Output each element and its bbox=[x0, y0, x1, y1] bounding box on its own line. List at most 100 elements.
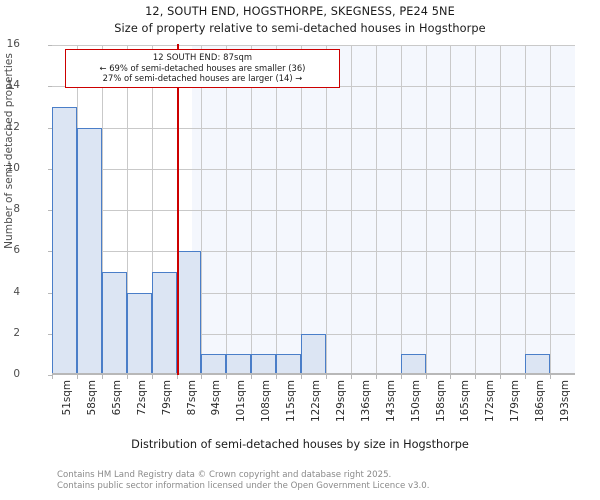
gridline-vertical bbox=[201, 45, 203, 375]
histogram-bar bbox=[251, 354, 277, 375]
x-tick-label: 122sqm bbox=[310, 380, 323, 422]
plot-area bbox=[48, 44, 575, 376]
histogram-bar bbox=[201, 354, 227, 375]
y-tick-mark bbox=[48, 168, 52, 170]
x-tick-mark bbox=[475, 375, 477, 379]
y-tick-mark bbox=[48, 333, 52, 335]
x-tick-mark bbox=[550, 375, 552, 379]
y-tick-label: 0 bbox=[13, 368, 20, 380]
gridline-vertical bbox=[375, 45, 377, 375]
gridline-vertical bbox=[325, 45, 327, 375]
y-tick-mark bbox=[48, 292, 52, 294]
x-tick-mark bbox=[101, 375, 103, 379]
y-tick-mark bbox=[48, 86, 52, 88]
x-tick-mark bbox=[350, 375, 352, 379]
x-tick-label: 143sqm bbox=[384, 380, 397, 422]
gridline-vertical bbox=[276, 45, 278, 375]
footer-line-1: Contains HM Land Registry data © Crown c… bbox=[57, 470, 392, 480]
gridline-vertical bbox=[525, 45, 527, 375]
x-tick-label: 129sqm bbox=[334, 380, 347, 422]
x-tick-label: 186sqm bbox=[534, 380, 547, 422]
x-tick-label: 65sqm bbox=[110, 380, 123, 416]
attribution-footer: Contains HM Land Registry data © Crown c… bbox=[57, 470, 597, 492]
x-tick-mark bbox=[76, 375, 78, 379]
x-tick-mark bbox=[251, 375, 253, 379]
gridline-horizontal bbox=[52, 210, 575, 211]
gridline-vertical bbox=[126, 45, 128, 375]
y-tick-mark bbox=[48, 45, 52, 46]
histogram-bar bbox=[52, 106, 77, 375]
x-tick-mark bbox=[201, 375, 203, 379]
chart-title-block: 12, SOUTH END, HOGSTHORPE, SKEGNESS, PE2… bbox=[0, 4, 600, 37]
x-tick-mark bbox=[226, 375, 228, 379]
x-tick-mark bbox=[425, 375, 427, 379]
y-tick-label: 10 bbox=[6, 161, 20, 174]
bars-layer bbox=[52, 45, 575, 375]
x-tick-label: 172sqm bbox=[484, 380, 497, 422]
gridline-vertical bbox=[350, 45, 352, 375]
gridline-vertical bbox=[450, 45, 452, 375]
x-tick-label: 150sqm bbox=[409, 380, 422, 422]
x-tick-label: 51sqm bbox=[61, 380, 73, 416]
x-tick-mark bbox=[301, 375, 303, 379]
x-tick-label: 58sqm bbox=[85, 380, 98, 416]
y-tick-label: 2 bbox=[13, 326, 20, 339]
x-axis-line bbox=[52, 373, 575, 375]
histogram-bar bbox=[226, 354, 252, 375]
x-tick-mark bbox=[500, 375, 502, 379]
y-tick-label: 12 bbox=[6, 120, 20, 133]
gridline-horizontal bbox=[52, 251, 575, 253]
footer-line-2: Contains public sector information licen… bbox=[57, 481, 430, 491]
x-axis-title: Distribution of semi-detached houses by … bbox=[131, 438, 469, 451]
annotation-line-3: 27% of semi-detached houses are larger (… bbox=[102, 73, 303, 84]
histogram-bar bbox=[525, 354, 551, 375]
y-tick-mark bbox=[48, 375, 52, 376]
x-tick-mark bbox=[375, 375, 377, 379]
x-tick-mark bbox=[525, 375, 527, 379]
x-tick-label: 101sqm bbox=[235, 380, 248, 422]
y-tick-mark bbox=[48, 127, 52, 129]
gridline-vertical bbox=[151, 45, 153, 375]
gridline-vertical bbox=[301, 45, 303, 375]
histogram-bar bbox=[400, 354, 426, 375]
y-tick-label: 8 bbox=[13, 203, 20, 215]
x-tick-mark bbox=[400, 375, 402, 379]
x-tick-mark bbox=[52, 375, 53, 379]
x-tick-label: 115sqm bbox=[285, 380, 298, 422]
x-tick-label: 108sqm bbox=[260, 380, 273, 422]
x-tick-label: 165sqm bbox=[459, 380, 472, 422]
property-annotation-box: 12 SOUTH END: 87sqm ← 69% of semi-detach… bbox=[65, 49, 340, 88]
x-tick-label: 158sqm bbox=[434, 380, 447, 422]
y-axis-title: Number of semi-detached properties bbox=[3, 53, 15, 249]
y-tick-mark bbox=[48, 210, 52, 211]
x-tick-label: 79sqm bbox=[160, 380, 173, 416]
x-tick-mark bbox=[450, 375, 452, 379]
x-tick-label: 179sqm bbox=[509, 380, 522, 422]
x-tick-mark bbox=[151, 375, 153, 379]
histogram-bar bbox=[276, 354, 302, 375]
gridline-vertical bbox=[226, 45, 228, 375]
page-title: 12, SOUTH END, HOGSTHORPE, SKEGNESS, PE2… bbox=[145, 5, 455, 18]
gridline-vertical bbox=[251, 45, 253, 375]
histogram-bar bbox=[101, 271, 127, 375]
gridline-horizontal bbox=[52, 127, 575, 129]
annotation-line-1: 12 SOUTH END: 87sqm bbox=[152, 52, 253, 62]
x-tick-mark bbox=[325, 375, 327, 379]
y-tick-label: 4 bbox=[13, 285, 20, 298]
x-tick-label: 72sqm bbox=[135, 380, 148, 416]
histogram-bar bbox=[176, 251, 202, 375]
x-tick-label: 193sqm bbox=[559, 380, 572, 422]
gridline-vertical bbox=[500, 45, 502, 375]
y-tick-label: 6 bbox=[13, 244, 20, 257]
gridline-horizontal bbox=[52, 45, 575, 46]
x-tick-label: 87sqm bbox=[185, 380, 198, 416]
gridline-horizontal bbox=[52, 168, 575, 170]
gridline-horizontal bbox=[52, 292, 575, 294]
histogram-bar bbox=[151, 271, 177, 375]
y-tick-label: 14 bbox=[6, 79, 20, 92]
gridline-vertical bbox=[101, 45, 103, 375]
x-tick-label: 94sqm bbox=[210, 380, 223, 416]
gridline-vertical bbox=[475, 45, 477, 375]
histogram-bar bbox=[301, 333, 326, 375]
gridline-vertical bbox=[550, 45, 552, 375]
